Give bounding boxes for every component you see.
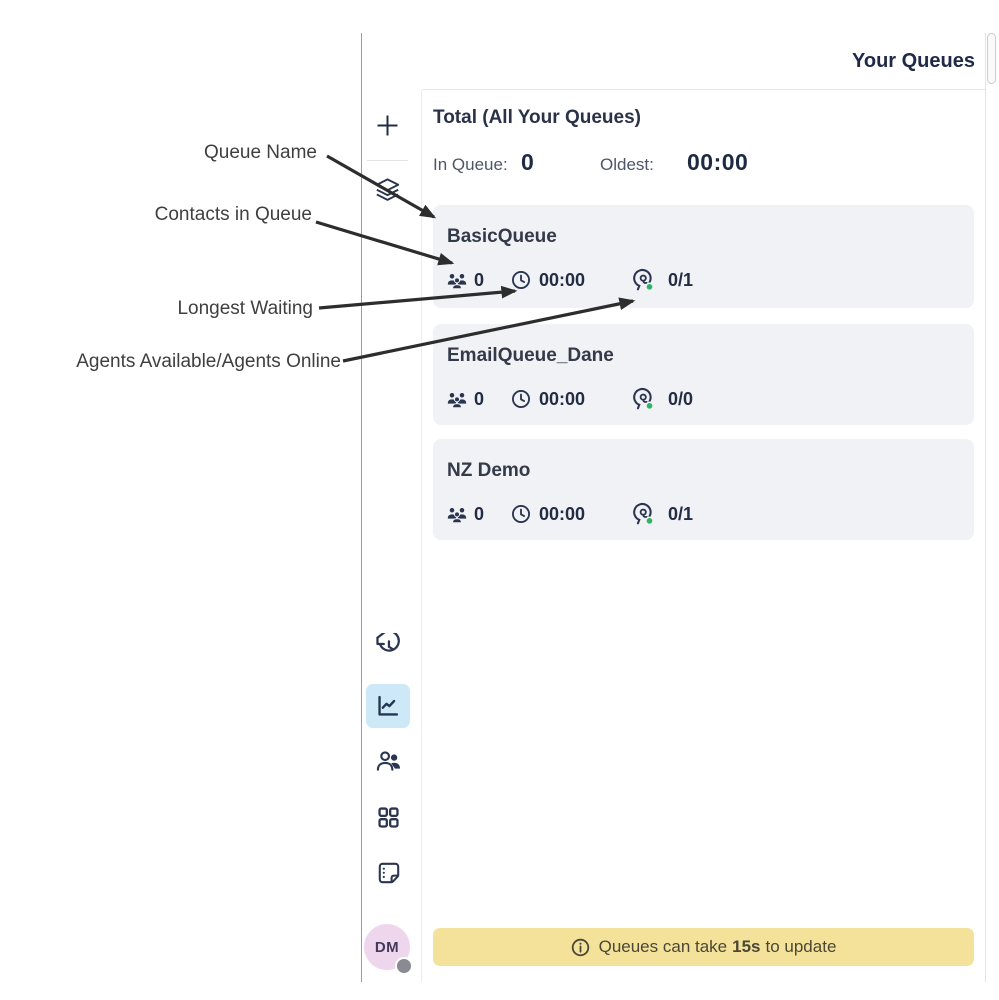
agents-icon <box>376 751 400 771</box>
queue-name: NZ Demo <box>447 460 531 481</box>
page-title: Your Queues <box>852 50 975 72</box>
longest-waiting-metric: 00:00 <box>510 388 630 410</box>
contacts-metric: 0 <box>447 389 510 410</box>
add-widget-button[interactable] <box>374 112 401 139</box>
agents-value: 0/1 <box>668 269 694 290</box>
longest-waiting-metric: 00:00 <box>510 503 630 525</box>
agents-online-icon <box>633 502 654 526</box>
longest-waiting-value: 00:00 <box>539 503 586 524</box>
contacts-value: 0 <box>474 388 485 409</box>
notes-icon <box>378 862 400 884</box>
sidebar-item-layers[interactable] <box>374 176 401 203</box>
contacts-in-queue-icon <box>447 508 467 524</box>
longest-waiting-icon <box>512 505 530 523</box>
agents-value: 0/0 <box>668 388 694 409</box>
avatar-status-dot <box>395 957 413 975</box>
scrollbar-thumb[interactable] <box>987 33 996 84</box>
sidebar-item-queues[interactable] <box>375 693 401 719</box>
contacts-value: 0 <box>474 503 485 524</box>
panel-left-border <box>361 33 362 982</box>
arrow-contacts-in-queue <box>315 220 455 266</box>
info-icon <box>571 938 589 956</box>
contacts-in-queue-icon <box>447 393 467 409</box>
sidebar-item-history[interactable] <box>375 633 402 660</box>
banner-text-prefix: Queues can take <box>598 937 728 956</box>
avatar-initials: DM <box>374 938 400 956</box>
contacts-metric: 0 <box>447 504 510 525</box>
sidebar-item-dashboard[interactable] <box>376 805 401 830</box>
longest-waiting-metric: 00:00 <box>510 269 630 291</box>
sidebar-divider <box>367 160 408 161</box>
agents-metric: 0/0 <box>630 386 693 412</box>
banner-text-suffix: to update <box>765 937 837 956</box>
queue-card-emailqueue-dane[interactable]: EmailQueue_Dane 0 00:00 <box>433 324 974 425</box>
sidebar-item-notes[interactable] <box>376 860 402 886</box>
contacts-metric: 0 <box>447 270 510 291</box>
plus-icon <box>377 115 398 136</box>
contacts-value: 0 <box>474 269 485 290</box>
queue-metrics: 0 00:00 0/1 <box>447 267 693 293</box>
update-info-banner: Queues can take 15s to update <box>433 928 974 966</box>
oldest-value: 00:00 <box>687 149 749 175</box>
in-queue-label: In Queue: <box>433 155 508 174</box>
oldest-label: Oldest: <box>600 155 654 174</box>
agents-online-icon <box>633 268 654 292</box>
queue-name: BasicQueue <box>447 226 557 247</box>
longest-waiting-icon <box>512 390 530 408</box>
contacts-in-queue-icon <box>447 274 467 290</box>
annotation-queue-name: Queue Name <box>203 142 317 163</box>
history-icon <box>376 633 400 652</box>
in-queue-value: 0 <box>521 149 535 175</box>
scrollbar-track[interactable] <box>985 33 986 982</box>
queue-metrics: 0 00:00 0/0 <box>447 386 693 412</box>
queue-metrics: 0 00:00 0/1 <box>447 501 693 527</box>
banner-text-bold: 15s <box>732 937 761 956</box>
annotation-agents-available: Agents Available/Agents Online <box>76 351 341 372</box>
header-divider <box>422 89 985 90</box>
agents-metric: 0/1 <box>630 267 693 293</box>
sidebar-item-agents[interactable] <box>375 747 402 774</box>
queue-name: EmailQueue_Dane <box>447 345 614 366</box>
sidebar-right-border <box>421 90 422 982</box>
grid-icon <box>378 807 399 828</box>
annotation-contacts-in-queue: Contacts in Queue <box>154 204 312 225</box>
line-chart-icon <box>378 695 399 716</box>
layers-icon <box>375 178 400 201</box>
longest-waiting-icon <box>512 271 530 289</box>
longest-waiting-value: 00:00 <box>539 388 586 409</box>
annotation-longest-waiting: Longest Waiting <box>177 298 313 319</box>
longest-waiting-value: 00:00 <box>539 269 586 290</box>
agents-metric: 0/1 <box>630 501 693 527</box>
queue-card-basicqueue[interactable]: BasicQueue 0 00:00 <box>433 205 974 308</box>
agents-online-icon <box>633 387 654 411</box>
queue-card-nz-demo[interactable]: NZ Demo 0 00:00 <box>433 439 974 540</box>
total-section-title: Total (All Your Queues) <box>433 107 641 128</box>
agents-value: 0/1 <box>668 503 694 524</box>
